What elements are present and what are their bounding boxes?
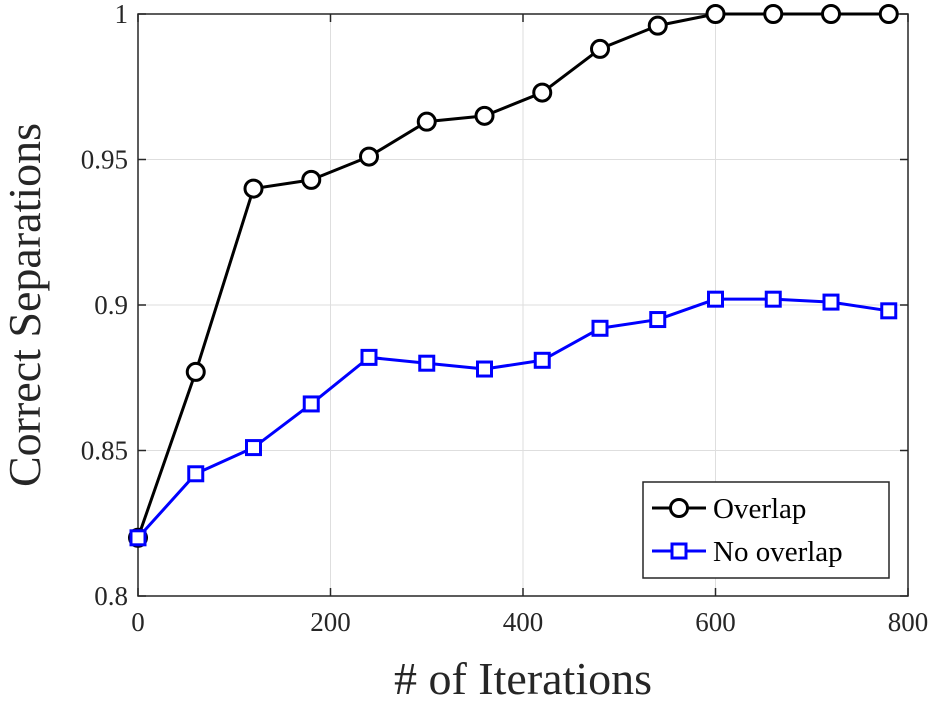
y-tick-label: 0.8 (94, 581, 128, 611)
x-axis-title: # of Iterations (394, 653, 652, 704)
legend: Overlap No overlap (642, 481, 890, 579)
series-overlap (128, 4, 899, 548)
legend-entries: Overlap No overlap (652, 493, 843, 568)
legend-entry: Overlap (652, 493, 806, 525)
data-point (591, 319, 609, 337)
legend-label: Overlap (713, 493, 806, 525)
x-tick-label: 800 (888, 607, 929, 637)
data-point (878, 4, 899, 24)
series-no-overlap (129, 290, 898, 547)
data-point (302, 395, 320, 413)
legend-label: No overlap (713, 536, 843, 568)
data-point (821, 4, 841, 24)
data-point (590, 38, 610, 59)
data-point (187, 465, 205, 483)
data-point (418, 354, 436, 372)
data-point (763, 4, 784, 24)
data-point (880, 302, 898, 320)
data-point (822, 293, 840, 311)
data-point (243, 178, 264, 199)
data-point (533, 351, 551, 369)
y-tick-label: 0.9 (94, 290, 128, 320)
axis-ticks: 0 200 400 600 800 0.8 0.85 0.9 0.95 1 (81, 0, 929, 637)
x-tick-label: 200 (310, 607, 351, 637)
data-point (707, 290, 724, 308)
data-point (474, 105, 495, 126)
data-point (185, 361, 206, 382)
data-point (301, 169, 322, 190)
y-tick-label: 0.85 (81, 436, 128, 466)
legend-box (642, 481, 890, 579)
data-point (416, 111, 437, 132)
legend-entry: No overlap (652, 536, 843, 568)
y-axis-title: Correct Separations (0, 123, 50, 487)
x-tick-label: 400 (503, 607, 544, 637)
legend-marker (670, 542, 688, 560)
data-point (532, 82, 553, 103)
data-point (705, 4, 726, 24)
legend-marker (669, 498, 689, 518)
data-point (649, 311, 667, 329)
data-point (764, 290, 782, 308)
data-point (129, 529, 147, 547)
y-tick-label: 0.95 (81, 145, 128, 175)
data-point (647, 15, 668, 36)
series-line (136, 12, 889, 539)
x-tick-label: 0 (131, 607, 145, 637)
series-line (136, 297, 889, 539)
y-tick-label: 1 (115, 0, 129, 29)
data-point (245, 439, 262, 457)
data-point (360, 348, 378, 366)
data-point (476, 360, 493, 378)
data-point (359, 146, 379, 167)
series-group (128, 4, 899, 548)
x-tick-label: 600 (695, 607, 736, 637)
